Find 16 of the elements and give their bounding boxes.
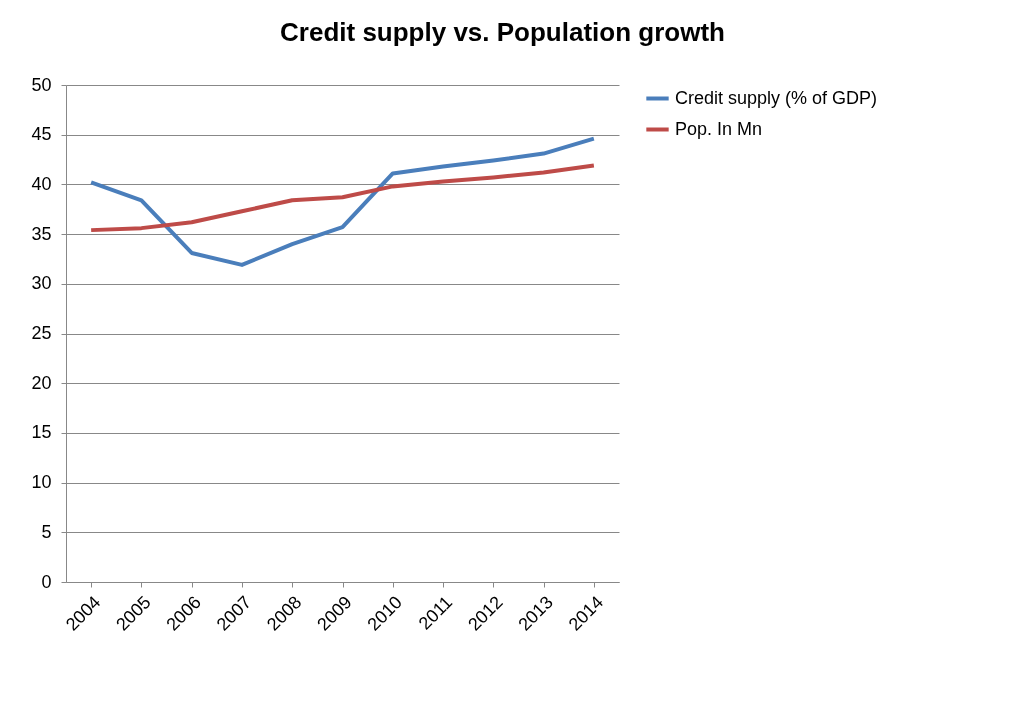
legend-label: Pop. In Mn [675,118,763,139]
y-tick-label: 5 [41,521,52,542]
y-tick-label: 40 [31,173,52,194]
legend-label: Credit supply (% of GDP) [675,87,878,108]
y-tick-label: 0 [41,571,52,592]
y-tick-label: 20 [31,372,52,393]
y-tick-label: 45 [31,124,52,145]
y-tick-label: 15 [31,422,52,443]
y-tick-label: 30 [31,273,52,294]
y-tick-label: 35 [31,223,52,244]
y-tick-label: 10 [31,472,52,493]
chart-title: Credit supply vs. Population growth [280,17,725,47]
y-tick-label: 50 [31,74,52,95]
line-series [89,163,596,233]
y-tick-label: 25 [31,323,52,343]
line-series [89,136,596,267]
